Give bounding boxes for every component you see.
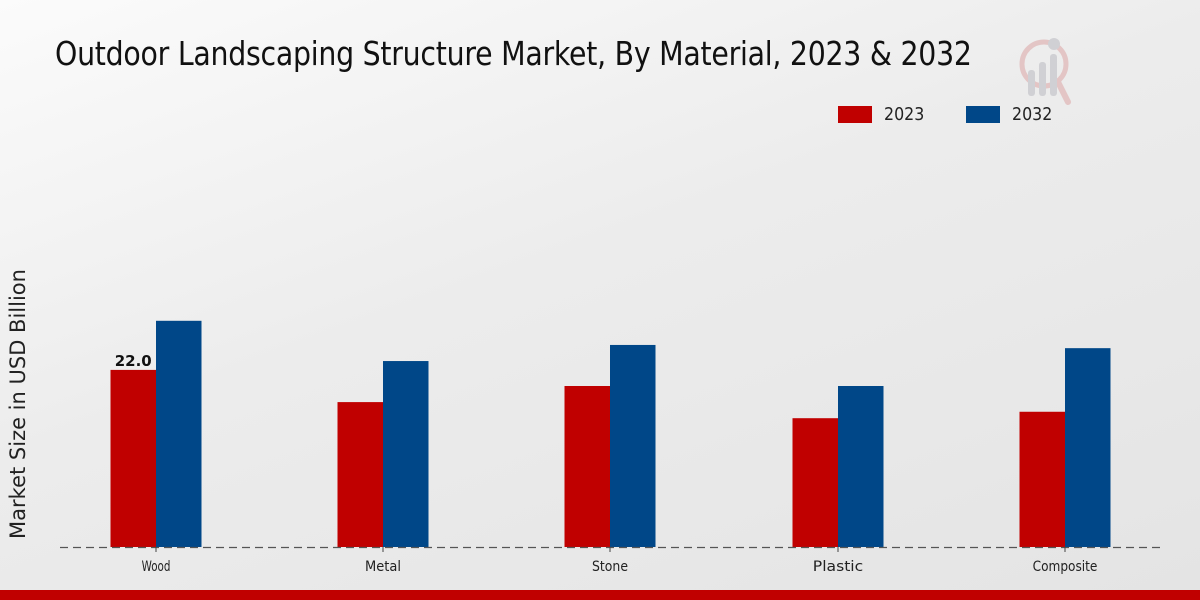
bar-metal-2023 bbox=[337, 402, 383, 547]
bar-plastic-2032 bbox=[838, 386, 884, 547]
x-tick-label-stone: Stone bbox=[592, 559, 628, 575]
legend-swatch-2032 bbox=[965, 106, 1000, 123]
bar-wood-2023 bbox=[110, 369, 156, 547]
x-ticks-group: Wood Metal Stone Plastic Composite bbox=[142, 547, 1098, 575]
bar-plastic-2023 bbox=[792, 418, 838, 547]
x-tick-label-composite: Composite bbox=[1033, 559, 1098, 575]
legend-item-2023: 2023 bbox=[838, 104, 930, 125]
bar-stone-2023 bbox=[564, 386, 610, 547]
legend-label-2023: 2023 bbox=[884, 104, 925, 125]
legend: 2023 2032 bbox=[838, 104, 1094, 125]
data-labels-group: 22.0 bbox=[115, 352, 152, 370]
x-tick-label-plastic: Plastic bbox=[813, 559, 863, 575]
chart-title: Outdoor Landscaping Structure Market, By… bbox=[55, 34, 972, 73]
bar-stone-2032 bbox=[610, 344, 656, 547]
x-tick-label-metal: Metal bbox=[365, 559, 401, 575]
watermark-logo-icon bbox=[1019, 38, 1071, 105]
bottom-accent-bar bbox=[0, 590, 1200, 600]
bar-wood-2032 bbox=[156, 320, 202, 547]
bars-group bbox=[110, 320, 1111, 547]
bar-metal-2032 bbox=[383, 361, 429, 547]
x-tick-label-wood: Wood bbox=[142, 559, 171, 575]
data-label-wood-2023: 22.0 bbox=[115, 352, 152, 370]
bar-composite-2032 bbox=[1065, 348, 1111, 547]
legend-swatch-2023 bbox=[838, 106, 872, 123]
legend-label-2032: 2032 bbox=[1011, 104, 1053, 125]
bar-composite-2023 bbox=[1019, 411, 1065, 547]
legend-item-2032: 2032 bbox=[965, 104, 1058, 125]
